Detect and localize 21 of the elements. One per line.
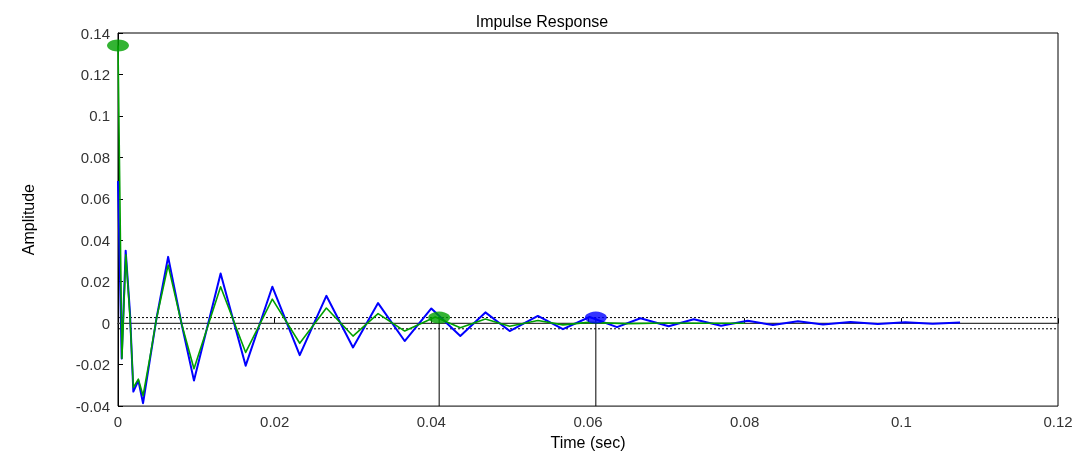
line-series [117,180,962,405]
y-axis-title: Amplitude [19,183,37,256]
x-tick-label: 0.1 [890,413,912,431]
y-tick-label: -0.04 [75,397,110,415]
y-tick-label: 0.12 [80,65,110,83]
x-tick-label: 0.04 [416,413,446,431]
x-tick-label: 0.06 [573,413,603,431]
y-tick-label: 0.14 [80,24,110,42]
x-tick-label: 0 [113,413,123,431]
y-tick-label: -0.02 [75,356,110,374]
x-axis-title: Time (sec) [550,433,626,451]
x-tick-label: 0.02 [260,413,290,431]
x-tick-label: 0.12 [1043,413,1073,431]
y-tick-label: 0 [101,314,110,332]
y-tick-label: 0.02 [80,273,110,291]
y-tick-label: 0.06 [80,190,110,208]
y-tick-label: 0.04 [80,231,110,249]
chart-title: Impulse Response [475,12,609,30]
y-tick-label: 0.08 [80,148,110,166]
y-tick-label: 0.1 [89,107,110,125]
x-tick-label: 0.08 [730,413,760,431]
